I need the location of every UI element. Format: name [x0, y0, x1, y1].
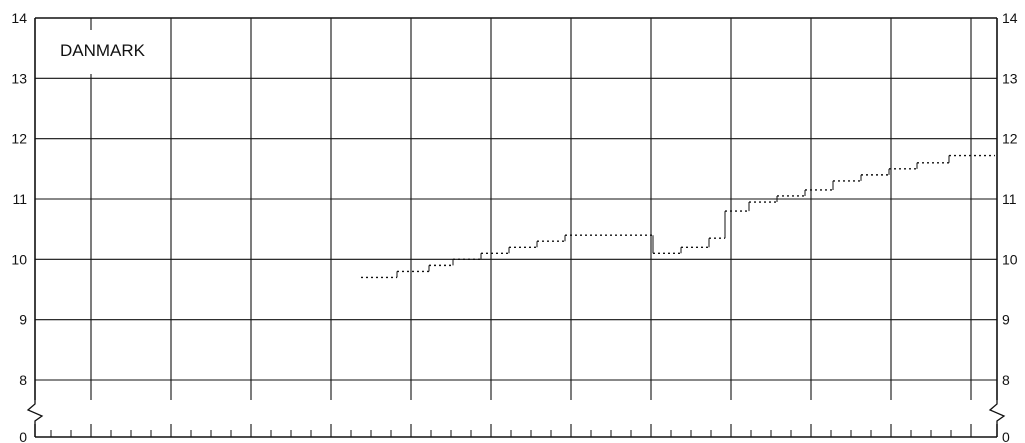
tick-label-right: 10 [1002, 251, 1018, 267]
tick-label-right: 14 [1002, 10, 1018, 26]
y-axis-left: 0 8 9 10 11 12 13 14 [11, 10, 27, 443]
tick-label-right: 12 [1002, 131, 1018, 147]
tick-label-left: 11 [12, 191, 27, 207]
tick-label-right: 13 [1002, 70, 1018, 86]
tick-label-right: 11 [1002, 191, 1017, 207]
tick-label-left: 13 [11, 70, 27, 86]
y-axis-right: 0 8 9 10 11 12 13 14 [1002, 10, 1018, 443]
title-box [36, 30, 164, 74]
axis-breaks [26, 400, 1006, 424]
tick-label-left: 0 [19, 429, 27, 443]
tick-label-right: 0 [1002, 429, 1010, 443]
tick-label-left: 9 [19, 312, 27, 328]
axis-break-left [26, 400, 44, 424]
grid [34, 17, 998, 438]
tick-label-left: 14 [11, 10, 27, 26]
tick-label-left: 8 [19, 372, 27, 388]
tick-label-right: 9 [1002, 312, 1010, 328]
axis-break-right [988, 400, 1006, 424]
tick-label-left: 10 [11, 251, 27, 267]
chart-title: DANMARK [60, 41, 146, 60]
tick-label-left: 12 [11, 131, 27, 147]
series [361, 154, 995, 279]
tick-label-right: 8 [1002, 372, 1010, 388]
